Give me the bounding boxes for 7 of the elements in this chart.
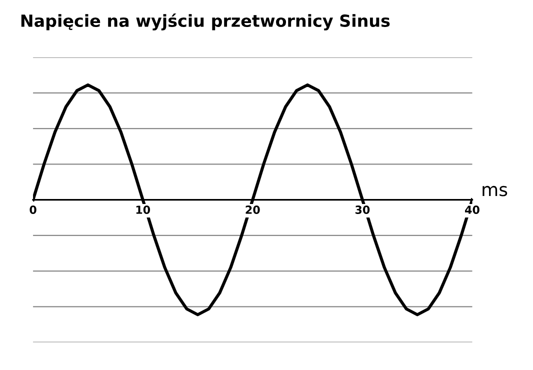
x-tick-label: 0	[30, 206, 36, 214]
x-tick-label: 40	[465, 206, 480, 214]
chart-title: Napięcie na wyjściu przetwornicy Sinus	[21, 13, 390, 30]
x-axis-title: ms	[482, 186, 508, 196]
x-tick-label: 20	[246, 206, 260, 214]
x-tick-label: 30	[355, 206, 370, 214]
x-tick-label: 10	[136, 206, 150, 214]
